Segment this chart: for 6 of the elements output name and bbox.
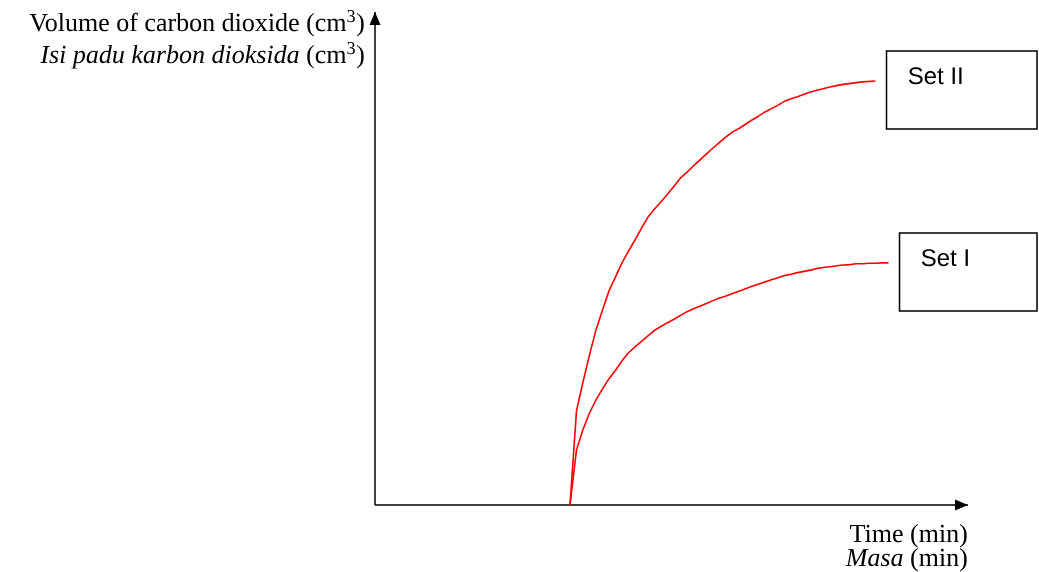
series-label: Set II xyxy=(908,67,962,85)
text: Isi padu karbon dioksida (cm$^{3}$) xyxy=(40,41,364,69)
text: Masa (min) xyxy=(845,547,967,572)
x-axis-title: Time (min) xyxy=(850,523,967,548)
series-label: Set I xyxy=(921,249,968,267)
y-axis-title: Volume of carbon dioxide (cm$^{3}$) xyxy=(29,9,364,37)
